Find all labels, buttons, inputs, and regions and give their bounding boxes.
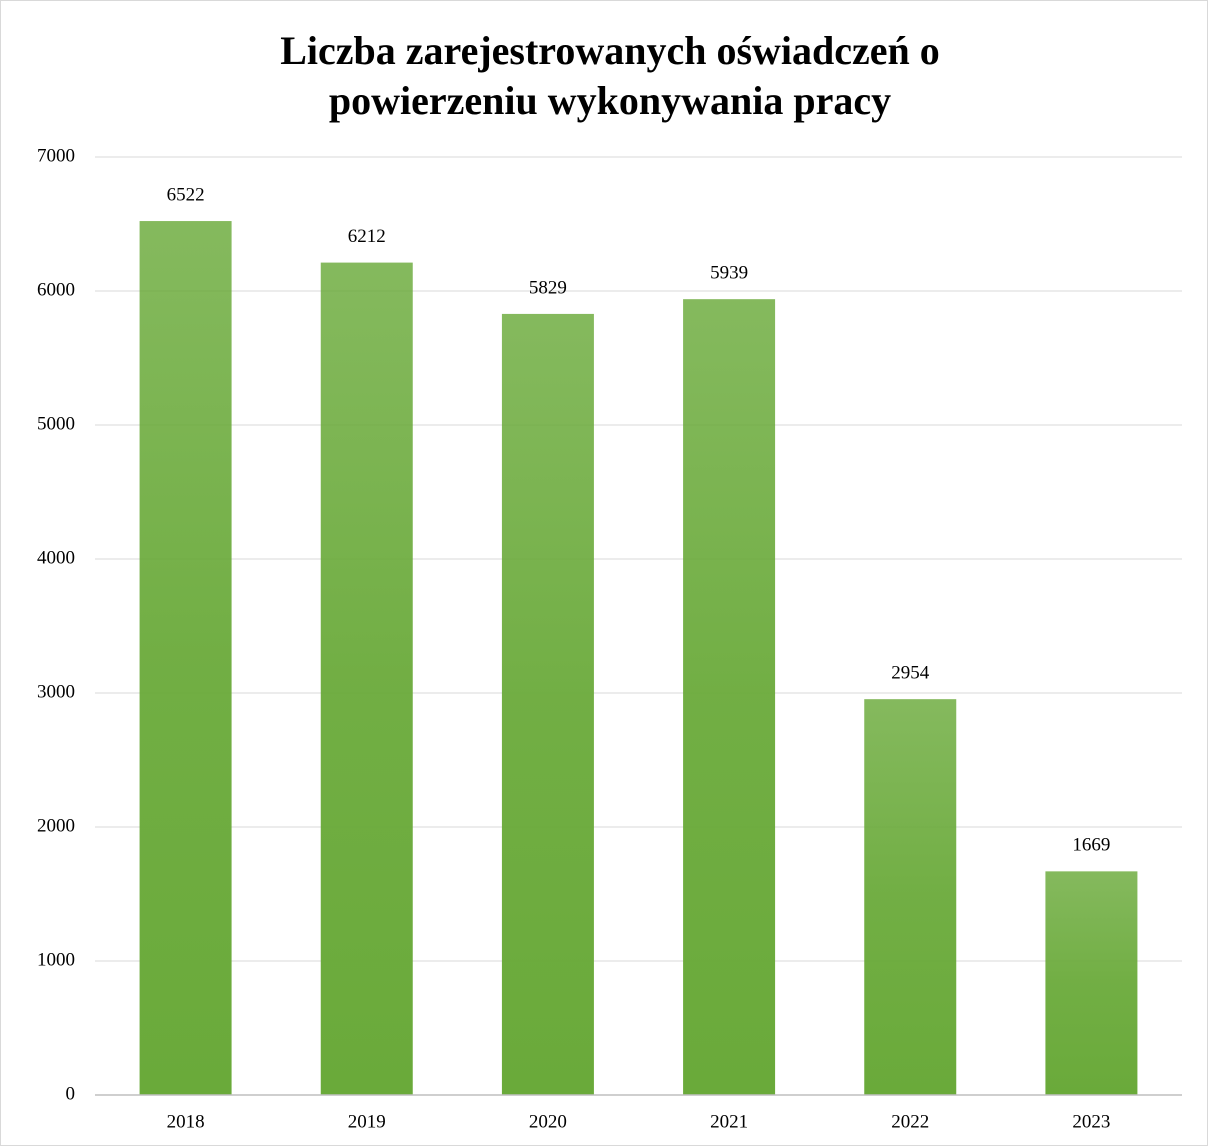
data-label: 2954 [891, 663, 930, 684]
x-tick-label: 2018 [167, 1111, 205, 1132]
bar [501, 313, 594, 1095]
data-label: 6522 [167, 184, 205, 205]
x-tick-label: 2022 [891, 1111, 929, 1132]
data-label: 5829 [529, 277, 567, 298]
y-tick-label: 3000 [37, 681, 75, 702]
bar [683, 299, 776, 1095]
x-tick-label: 2021 [710, 1111, 748, 1132]
y-tick-label: 5000 [37, 413, 75, 434]
data-label: 6212 [348, 226, 386, 247]
chart-title: powierzeniu wykonywania pracy [329, 78, 891, 123]
data-label: 1669 [1072, 835, 1110, 856]
y-tick-label: 2000 [37, 815, 75, 836]
y-tick-label: 6000 [37, 279, 75, 300]
x-tick-label: 2020 [529, 1111, 567, 1132]
y-tick-label: 0 [66, 1083, 76, 1104]
y-tick-label: 7000 [37, 145, 75, 166]
bar [139, 221, 232, 1095]
x-tick-label: 2019 [348, 1111, 386, 1132]
y-tick-label: 4000 [37, 547, 75, 568]
bar [320, 262, 413, 1095]
bar [1045, 871, 1138, 1095]
bar [864, 699, 957, 1095]
chart-title: Liczba zarejestrowanych oświadczeń o [280, 28, 940, 73]
y-tick-label: 1000 [37, 949, 75, 970]
x-tick-label: 2023 [1072, 1111, 1110, 1132]
data-label: 5939 [710, 263, 748, 284]
